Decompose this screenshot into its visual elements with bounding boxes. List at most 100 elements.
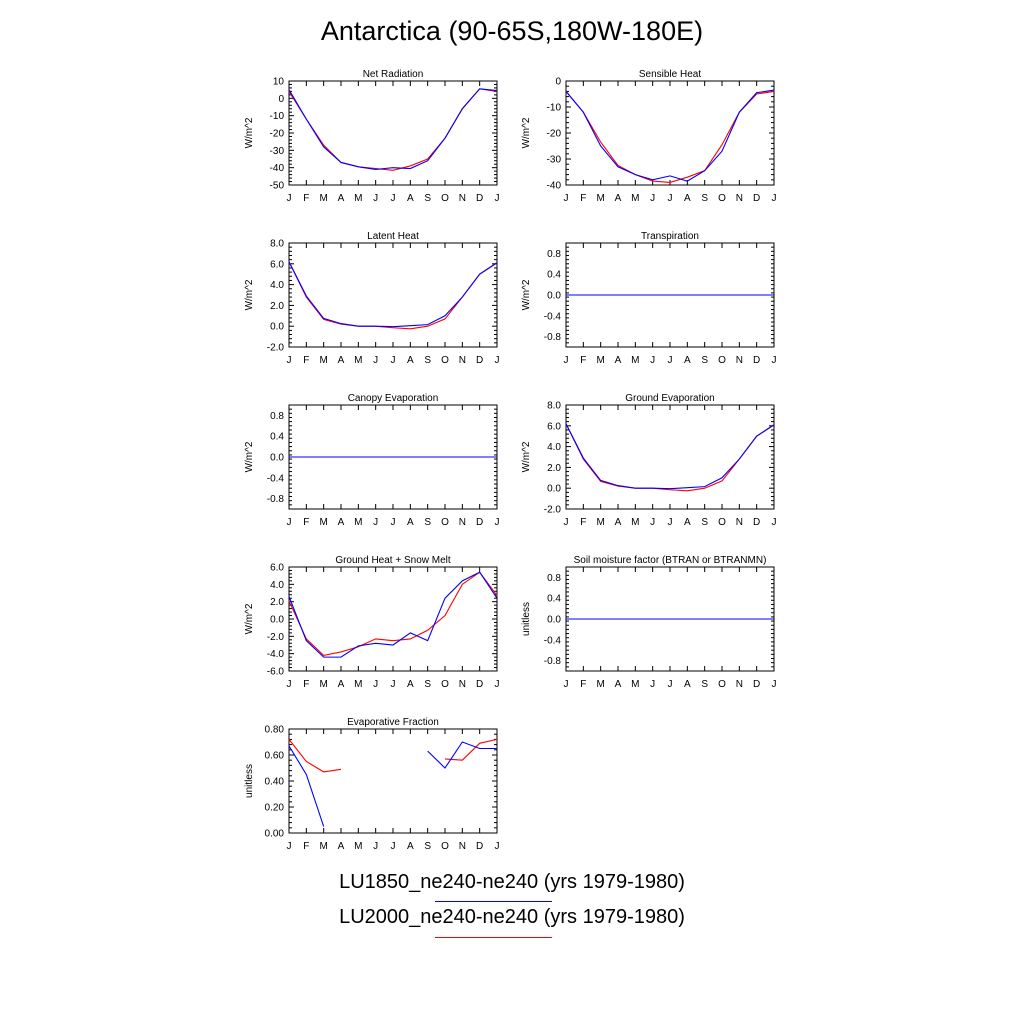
x-tick-label: M <box>631 355 639 366</box>
series-line-lu2000 <box>288 571 498 656</box>
x-tick-label: F <box>303 841 309 852</box>
y-tick-label: 10 <box>273 77 285 88</box>
y-tick-label: 0.4 <box>270 432 284 443</box>
y-tick-label: 0.8 <box>270 411 284 422</box>
x-tick-label: J <box>373 841 378 852</box>
x-tick-label: F <box>303 193 309 204</box>
x-tick-label: J <box>495 193 500 204</box>
y-tick-label: -0.4 <box>544 635 562 646</box>
x-tick-label: O <box>718 355 726 366</box>
plot-frame <box>565 404 775 510</box>
y-tick-label: 2.0 <box>270 597 284 608</box>
y-axis-label: W/m^2 <box>521 279 532 310</box>
x-tick-label: F <box>580 355 586 366</box>
legend-entry-lu2000: LU2000_ne240-ne240 (yrs 1979-1980) <box>0 906 1024 929</box>
y-tick-label: 8.0 <box>270 239 284 250</box>
x-tick-label: J <box>495 517 500 528</box>
series-line-lu1850 <box>288 571 498 658</box>
x-tick-label: J <box>495 841 500 852</box>
plot-frame <box>565 80 775 186</box>
x-tick-label: O <box>441 355 449 366</box>
x-tick-label: D <box>476 517 483 528</box>
x-tick-label: J <box>391 679 396 690</box>
panel-6: Ground Heat + Snow Melt W/m^2 6.0 4.0 2.0 0.0… <box>244 555 500 690</box>
series-line-lu1850 <box>288 88 498 170</box>
y-tick-label: -0.8 <box>544 656 562 667</box>
x-tick-label: J <box>772 355 777 366</box>
legend-label: LU1850_ne240-ne240 (yrs 1979-1980) <box>339 871 685 893</box>
x-tick-label: M <box>319 841 327 852</box>
x-tick-label: J <box>668 679 673 690</box>
x-tick-label: J <box>668 517 673 528</box>
x-tick-label: O <box>441 679 449 690</box>
y-tick-label: 4.0 <box>270 280 284 291</box>
y-tick-label: -0.4 <box>267 473 285 484</box>
x-tick-label: J <box>373 679 378 690</box>
series-line-lu2000 <box>565 90 775 183</box>
y-tick-label: -2.0 <box>267 343 285 354</box>
x-tick-label: M <box>354 193 362 204</box>
x-tick-label: A <box>684 355 691 366</box>
y-tick-label: -4.0 <box>267 649 285 660</box>
y-tick-label: 0 <box>278 94 284 105</box>
x-tick-label: D <box>753 517 760 528</box>
x-tick-label: A <box>338 679 345 690</box>
panel-7: Soil moisture factor (BTRAN or BTRANMN) u… <box>521 555 777 690</box>
x-tick-label: J <box>650 193 655 204</box>
y-axis-label: W/m^2 <box>521 441 532 472</box>
y-axis-label: W/m^2 <box>244 279 255 310</box>
x-tick-label: O <box>718 517 726 528</box>
x-tick-label: J <box>668 193 673 204</box>
x-tick-label: J <box>564 355 569 366</box>
panel-title: Transpiration <box>641 231 699 242</box>
y-tick-label: 0.8 <box>547 573 561 584</box>
y-tick-label: 0.60 <box>265 751 285 762</box>
x-tick-label: J <box>650 679 655 690</box>
x-tick-label: J <box>650 355 655 366</box>
y-tick-label: -6.0 <box>267 667 285 678</box>
y-tick-label: 8.0 <box>547 401 561 412</box>
y-axis-label: unitless <box>244 764 255 798</box>
x-tick-label: A <box>407 193 414 204</box>
x-tick-label: S <box>424 841 431 852</box>
y-tick-label: 6.0 <box>270 563 284 574</box>
x-tick-label: N <box>459 679 466 690</box>
panel-title: Latent Heat <box>367 231 419 242</box>
x-tick-label: J <box>495 355 500 366</box>
series-line-lu1850 <box>288 261 498 328</box>
x-tick-label: F <box>580 193 586 204</box>
plot-frame <box>288 566 498 672</box>
x-tick-label: N <box>459 517 466 528</box>
x-tick-label: A <box>615 355 622 366</box>
x-tick-label: A <box>407 679 414 690</box>
x-tick-label: J <box>391 355 396 366</box>
x-tick-label: N <box>459 355 466 366</box>
x-tick-label: A <box>338 193 345 204</box>
x-tick-label: M <box>319 517 327 528</box>
y-tick-label: 0.0 <box>270 453 284 464</box>
y-axis-label: W/m^2 <box>521 117 532 148</box>
panel-title: Ground Heat + Snow Melt <box>335 555 451 566</box>
y-tick-label: 0.0 <box>547 484 561 495</box>
x-tick-label: M <box>596 517 604 528</box>
y-tick-label: 4.0 <box>547 442 561 453</box>
x-tick-label: M <box>319 193 327 204</box>
x-tick-label: J <box>668 355 673 366</box>
y-tick-label: 4.0 <box>270 580 284 591</box>
series-line-lu1850 <box>565 89 775 182</box>
x-tick-label: D <box>476 841 483 852</box>
x-tick-label: F <box>303 355 309 366</box>
x-tick-label: A <box>407 355 414 366</box>
plot-frame <box>288 80 498 186</box>
x-tick-label: M <box>319 355 327 366</box>
y-tick-label: 0 <box>555 77 561 88</box>
y-tick-label: -30 <box>270 146 285 157</box>
x-tick-label: N <box>459 193 466 204</box>
y-axis-label: unitless <box>521 602 532 636</box>
series-line-lu2000 <box>288 739 342 773</box>
page-title: Antarctica (90-65S,180W-180E) <box>320 16 704 46</box>
y-tick-label: 2.0 <box>270 301 284 312</box>
x-tick-label: J <box>495 679 500 690</box>
